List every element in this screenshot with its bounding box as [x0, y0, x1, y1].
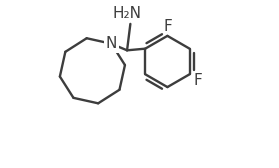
- Text: H₂N: H₂N: [112, 6, 141, 21]
- Text: F: F: [193, 73, 202, 88]
- Text: N: N: [106, 36, 117, 51]
- Text: F: F: [163, 19, 172, 34]
